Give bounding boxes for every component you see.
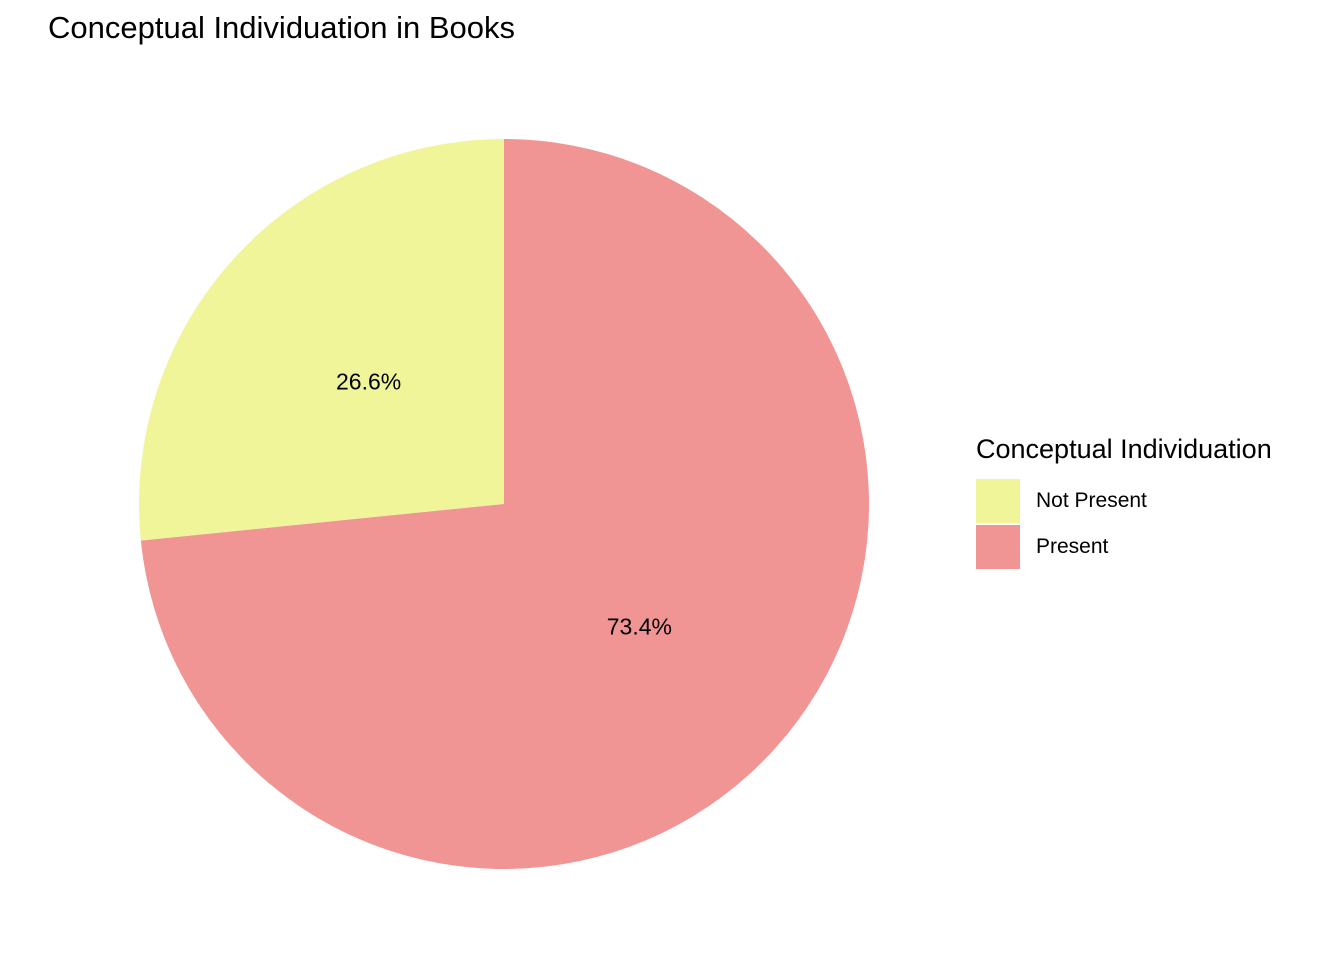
legend-label: Present (1036, 535, 1109, 558)
slice-label-present: 73.4% (607, 613, 672, 639)
legend-label: Not Present (1036, 489, 1147, 512)
legend: Conceptual Individuation Not Present Pres… (976, 434, 1272, 570)
chart-title: Conceptual Individuation in Books (48, 10, 516, 45)
legend-swatch (976, 479, 1020, 523)
legend-item-present: Present (976, 524, 1272, 570)
legend-title: Conceptual Individuation (976, 434, 1272, 464)
legend-swatch (976, 525, 1020, 569)
legend-items: Not Present Present (976, 478, 1272, 570)
pie-slice-present (140, 139, 869, 869)
legend-item-not-present: Not Present (976, 478, 1272, 524)
slice-label-not-present: 26.6% (336, 369, 401, 395)
pie-slice-not-present (139, 139, 504, 541)
